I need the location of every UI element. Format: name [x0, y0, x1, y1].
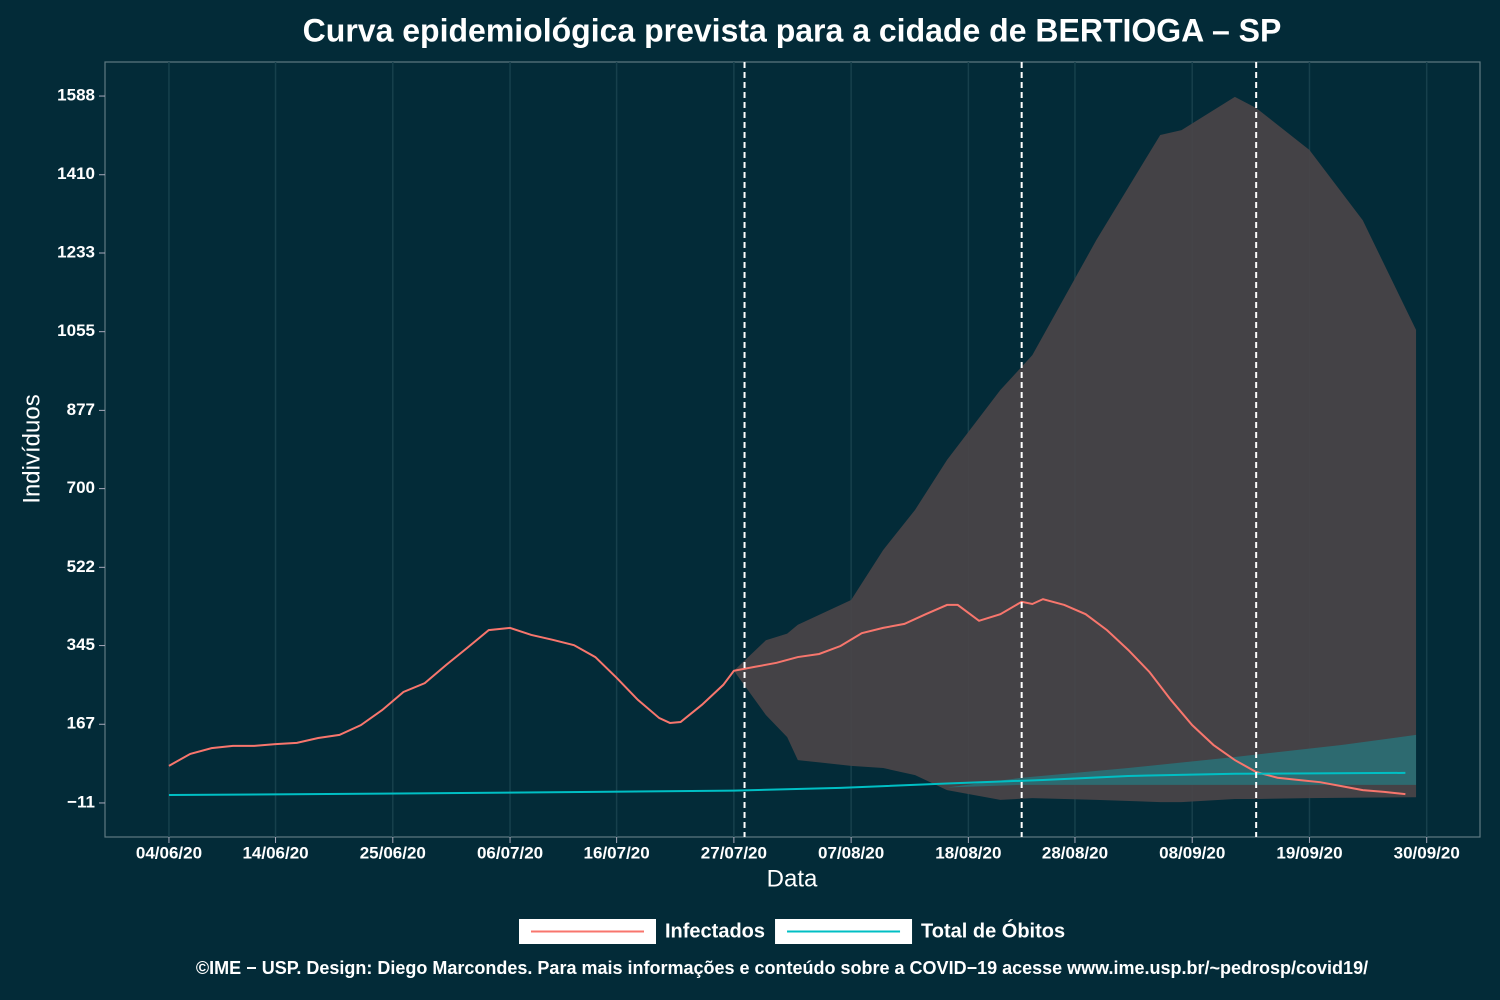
x-tick-label: 28/08/20 — [1042, 843, 1108, 862]
y-tick-label: 167 — [67, 714, 95, 733]
x-tick-label: 14/06/20 — [242, 843, 308, 862]
x-tick-label: 04/06/20 — [136, 843, 202, 862]
x-tick-label: 25/06/20 — [360, 843, 426, 862]
footer: ©IME − USP. Design: Diego Marcondes. Par… — [196, 958, 1368, 978]
x-tick-label: 16/07/20 — [584, 843, 650, 862]
y-tick-label: 1055 — [57, 321, 95, 340]
y-tick-label: 1410 — [57, 164, 95, 183]
y-tick-label: −11 — [67, 792, 95, 811]
x-axis-title: Data — [767, 865, 818, 892]
x-tick-label: 19/09/20 — [1276, 843, 1342, 862]
legend-label: Total de Óbitos — [921, 918, 1065, 942]
y-tick-label: 1233 — [57, 242, 95, 261]
x-tick-label: 07/08/20 — [818, 843, 884, 862]
x-tick-label: 30/09/20 — [1394, 843, 1460, 862]
y-tick-label: 700 — [67, 478, 95, 497]
series-line — [168, 598, 1406, 796]
x-tick-label: 18/08/20 — [935, 843, 1001, 862]
legend-label: Infectados — [665, 920, 765, 942]
series-line — [168, 771, 1406, 797]
y-tick-label: 1588 — [57, 86, 95, 105]
confidence-band — [733, 96, 1417, 803]
y-axis-title: Indivíduos — [18, 394, 45, 503]
y-tick-label: 877 — [67, 400, 95, 419]
x-tick-label: 06/07/20 — [477, 843, 543, 862]
chart-title: Curva epidemiológica prevista para a cid… — [303, 12, 1282, 48]
y-tick-label: 345 — [67, 635, 95, 654]
legend: Infectados Total de Óbitos — [519, 918, 1065, 944]
x-tick-label: 27/07/20 — [701, 843, 767, 862]
y-tick-label: 522 — [67, 557, 95, 576]
x-tick-label: 08/09/20 — [1159, 843, 1225, 862]
